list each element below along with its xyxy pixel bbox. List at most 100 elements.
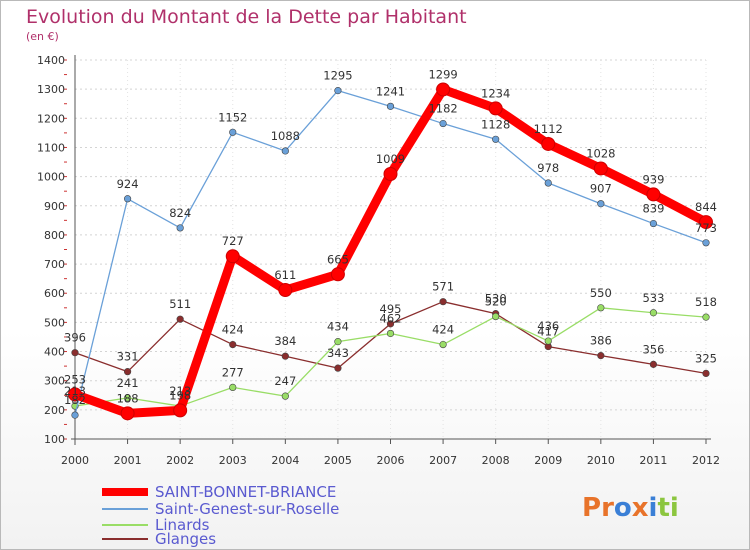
data-label-2012: 518 bbox=[695, 295, 717, 309]
data-label-2010: 907 bbox=[590, 182, 612, 196]
data-label-2012: 773 bbox=[695, 221, 717, 235]
x-tick-2004: 2004 bbox=[271, 454, 299, 467]
point-2007 bbox=[436, 82, 451, 97]
logo-letter: r bbox=[601, 493, 614, 523]
legend-item-saint-bonnet-briance: SAINT-BONNET-BRIANCE bbox=[102, 483, 336, 501]
chart-title: Evolution du Montant de la Dette par Hab… bbox=[26, 6, 467, 28]
logo-letter: o bbox=[614, 493, 632, 523]
data-label-2002: 213 bbox=[169, 384, 191, 398]
point-2000 bbox=[68, 387, 82, 402]
point-2000 bbox=[71, 411, 79, 419]
data-label-2006: 495 bbox=[380, 302, 402, 316]
point-2005 bbox=[334, 338, 342, 346]
point-2001 bbox=[123, 394, 132, 402]
data-label-2000: 182 bbox=[64, 393, 86, 407]
data-label-2000: 396 bbox=[64, 331, 86, 345]
logo-letter: t bbox=[657, 493, 669, 523]
point-2004 bbox=[281, 392, 289, 400]
x-tick-2006: 2006 bbox=[377, 454, 405, 467]
point-2001 bbox=[123, 195, 132, 203]
data-label-2009: 436 bbox=[537, 319, 559, 333]
x-tick-2005: 2005 bbox=[324, 454, 352, 467]
axes bbox=[64, 55, 711, 445]
logo-letter: i bbox=[649, 493, 658, 523]
x-tick-labels: 2000 2001 2002 2003 2004 2005 2006 2007 2008 2009… bbox=[61, 454, 720, 467]
y-tick-1200: 1200 bbox=[37, 112, 65, 125]
data-label-2001: 188 bbox=[117, 391, 139, 405]
y-tick-100: 100 bbox=[44, 433, 65, 446]
logo-letter: x bbox=[632, 493, 649, 523]
data-label-2009: 1112 bbox=[534, 122, 563, 136]
series-lines bbox=[68, 82, 713, 421]
data-label-2005: 343 bbox=[327, 346, 349, 360]
x-tick-2003: 2003 bbox=[219, 454, 247, 467]
point-2012 bbox=[702, 369, 710, 378]
data-label-2010: 1028 bbox=[586, 146, 615, 160]
x-tick-2002: 2002 bbox=[166, 454, 194, 467]
point-2001 bbox=[120, 406, 135, 421]
data-label-2010: 550 bbox=[590, 286, 612, 300]
proxiti-logo: Proxiti bbox=[582, 493, 679, 523]
data-label-2011: 839 bbox=[642, 202, 664, 216]
point-2006 bbox=[386, 320, 395, 328]
point-2005 bbox=[330, 267, 345, 282]
point-2010 bbox=[593, 161, 608, 176]
data-label-2008: 530 bbox=[485, 292, 507, 306]
data-label-2008: 520 bbox=[485, 295, 507, 309]
x-tick-2011: 2011 bbox=[639, 454, 667, 467]
data-label-2004: 611 bbox=[274, 268, 296, 282]
data-label-2006: 462 bbox=[380, 311, 402, 325]
point-2011 bbox=[649, 360, 658, 368]
data-label-2011: 939 bbox=[642, 172, 664, 186]
point-2008 bbox=[492, 312, 500, 321]
data-label-2007: 1299 bbox=[428, 67, 457, 81]
point-2010 bbox=[597, 352, 605, 360]
point-2006 bbox=[386, 329, 395, 338]
data-label-2001: 241 bbox=[117, 376, 139, 390]
y-tick-700: 700 bbox=[44, 258, 65, 271]
legend-label: SAINT-BONNET-BRIANCE bbox=[155, 483, 336, 501]
data-label-2012: 844 bbox=[695, 200, 717, 214]
point-2005 bbox=[334, 87, 342, 95]
point-2010 bbox=[597, 304, 605, 312]
point-2012 bbox=[702, 313, 710, 321]
point-2003 bbox=[229, 383, 237, 391]
point-2002 bbox=[176, 224, 184, 232]
point-2008 bbox=[492, 135, 500, 143]
data-label-2007: 1182 bbox=[428, 102, 457, 116]
data-label-2001: 331 bbox=[117, 350, 139, 364]
data-label-2006: 1009 bbox=[376, 152, 405, 166]
point-2009 bbox=[544, 179, 552, 187]
point-2006 bbox=[386, 102, 395, 110]
data-label-2010: 386 bbox=[590, 334, 612, 348]
y-tick-labels: 100 200 300 400 500 600 700 800 900 1000 1100 1200 1… bbox=[37, 54, 65, 446]
data-label-2002: 511 bbox=[169, 297, 191, 311]
data-label-2005: 665 bbox=[327, 252, 349, 266]
data-label-2000: 213 bbox=[64, 384, 86, 398]
logo-letter: i bbox=[670, 493, 679, 523]
y-tick-1100: 1100 bbox=[37, 141, 65, 154]
logo-letter: P bbox=[582, 493, 601, 523]
point-2006 bbox=[383, 166, 398, 181]
data-label-2003: 424 bbox=[222, 323, 244, 337]
data-label-2003: 1152 bbox=[218, 110, 247, 124]
x-tick-2007: 2007 bbox=[429, 454, 457, 467]
data-label-2009: 978 bbox=[537, 161, 559, 175]
point-2002 bbox=[173, 403, 188, 418]
legend-item-glanges: Glanges bbox=[102, 530, 216, 548]
point-2007 bbox=[439, 119, 447, 128]
data-label-2007: 424 bbox=[432, 323, 454, 337]
data-label-2004: 247 bbox=[274, 374, 296, 388]
point-2001 bbox=[123, 368, 132, 376]
point-2009 bbox=[541, 136, 556, 151]
data-label-2005: 434 bbox=[327, 320, 349, 334]
data-label-2003: 727 bbox=[222, 234, 244, 248]
data-label-2002: 198 bbox=[169, 388, 191, 402]
y-tick-900: 900 bbox=[44, 200, 65, 213]
y-unit-label: (en €) bbox=[26, 30, 59, 43]
legend: SAINT-BONNET-BRIANCESaint-Genest-sur-Ros… bbox=[102, 483, 339, 548]
y-tick-1000: 1000 bbox=[37, 171, 65, 184]
data-label-2003: 277 bbox=[222, 365, 244, 379]
